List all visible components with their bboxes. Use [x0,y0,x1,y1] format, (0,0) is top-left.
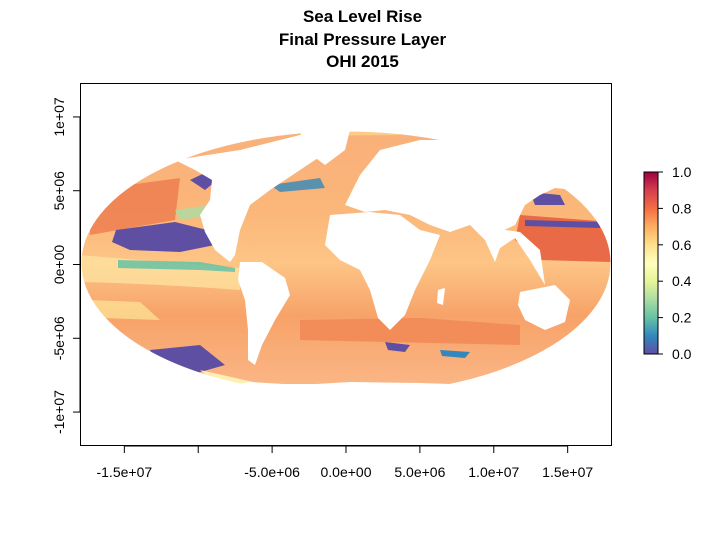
y-tick-label: 1e+07 [51,97,67,137]
legend-colorbar [643,171,659,355]
y-tick-label: 5e+06 [51,171,67,211]
legend-tick-label: 1.0 [672,164,692,180]
y-axis: 1e+07 5e+06 0e+00 -5e+06 -1e+07 [51,97,81,434]
x-tick-label: -1.5e+07 [96,464,152,480]
x-tick-label: -5.0e+06 [244,464,300,480]
y-tick-label: -1e+07 [51,390,67,434]
legend-tick-label: 0.2 [672,310,692,326]
y-tick-label: -5e+06 [51,316,67,360]
map-title-line-1: Sea Level Rise [302,7,423,26]
x-tick-label: 1.5e+07 [542,464,593,480]
map-title-line-2: Final Pressure Layer [278,30,447,49]
x-tick-label: 5.0e+06 [394,464,445,480]
x-tick-label: 0.0e+00 [321,464,372,480]
legend-tick-label: 0.4 [672,273,692,289]
legend-tick-label: 0.6 [672,237,692,253]
map-title-line-3: OHI 2015 [326,52,399,71]
legend-tick-label: 0.8 [672,200,692,216]
color-legend: 1.0 0.8 0.6 0.4 0.2 0.0 [643,164,692,362]
x-tick-label: 1.0e+07 [468,464,519,480]
x-axis: -1.5e+07 -5.0e+06 0.0e+00 5.0e+06 1.0e+07 1.5… [96,445,593,480]
y-tick-label: 0e+00 [51,245,67,285]
plot-frame [80,83,612,446]
legend-tick-label: 0.0 [672,346,692,362]
